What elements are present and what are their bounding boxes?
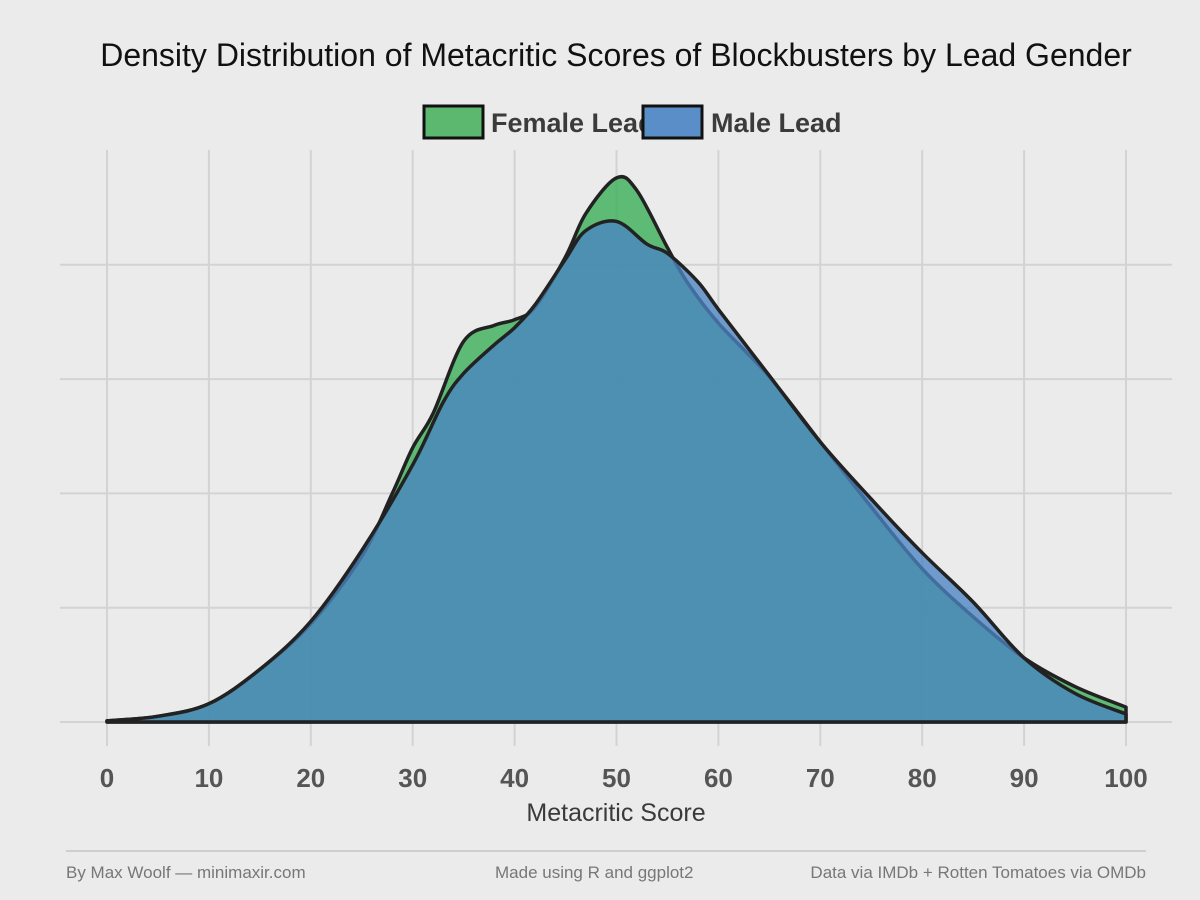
x-tick-label-70: 70: [806, 763, 835, 793]
legend-label-male-lead: Male Lead: [711, 108, 842, 138]
x-tick-label-40: 40: [500, 763, 529, 793]
legend-label-female-lead: Female Lead: [491, 108, 655, 138]
footer-tool: Made using R and ggplot2: [495, 863, 693, 882]
legend: Female Lead Male Lead: [422, 104, 842, 140]
density-areas: [105, 174, 1128, 724]
x-tick-label-100: 100: [1104, 763, 1147, 793]
x-axis-ticks: 0 10 20 30 40 50 60 70 80 90 100: [100, 763, 1148, 793]
x-tick-label-60: 60: [704, 763, 733, 793]
x-tick-label-0: 0: [100, 763, 114, 793]
x-axis-title: Metacritic Score: [526, 799, 705, 827]
x-tick-label-80: 80: [908, 763, 937, 793]
chart-title: Density Distribution of Metacritic Score…: [100, 37, 1132, 73]
footer-author: By Max Woolf — minimaxir.com: [66, 863, 306, 882]
x-tick-label-30: 30: [398, 763, 427, 793]
density-area-male-lead: [105, 219, 1128, 724]
x-tick-label-90: 90: [1010, 763, 1039, 793]
legend-key-male-lead: [641, 104, 704, 140]
footer-source: Data via IMDb + Rotten Tomatoes via OMDb: [810, 863, 1146, 882]
x-tick-label-10: 10: [194, 763, 223, 793]
x-tick-label-20: 20: [296, 763, 325, 793]
x-tick-label-50: 50: [602, 763, 631, 793]
legend-key-female-lead: [422, 104, 485, 140]
